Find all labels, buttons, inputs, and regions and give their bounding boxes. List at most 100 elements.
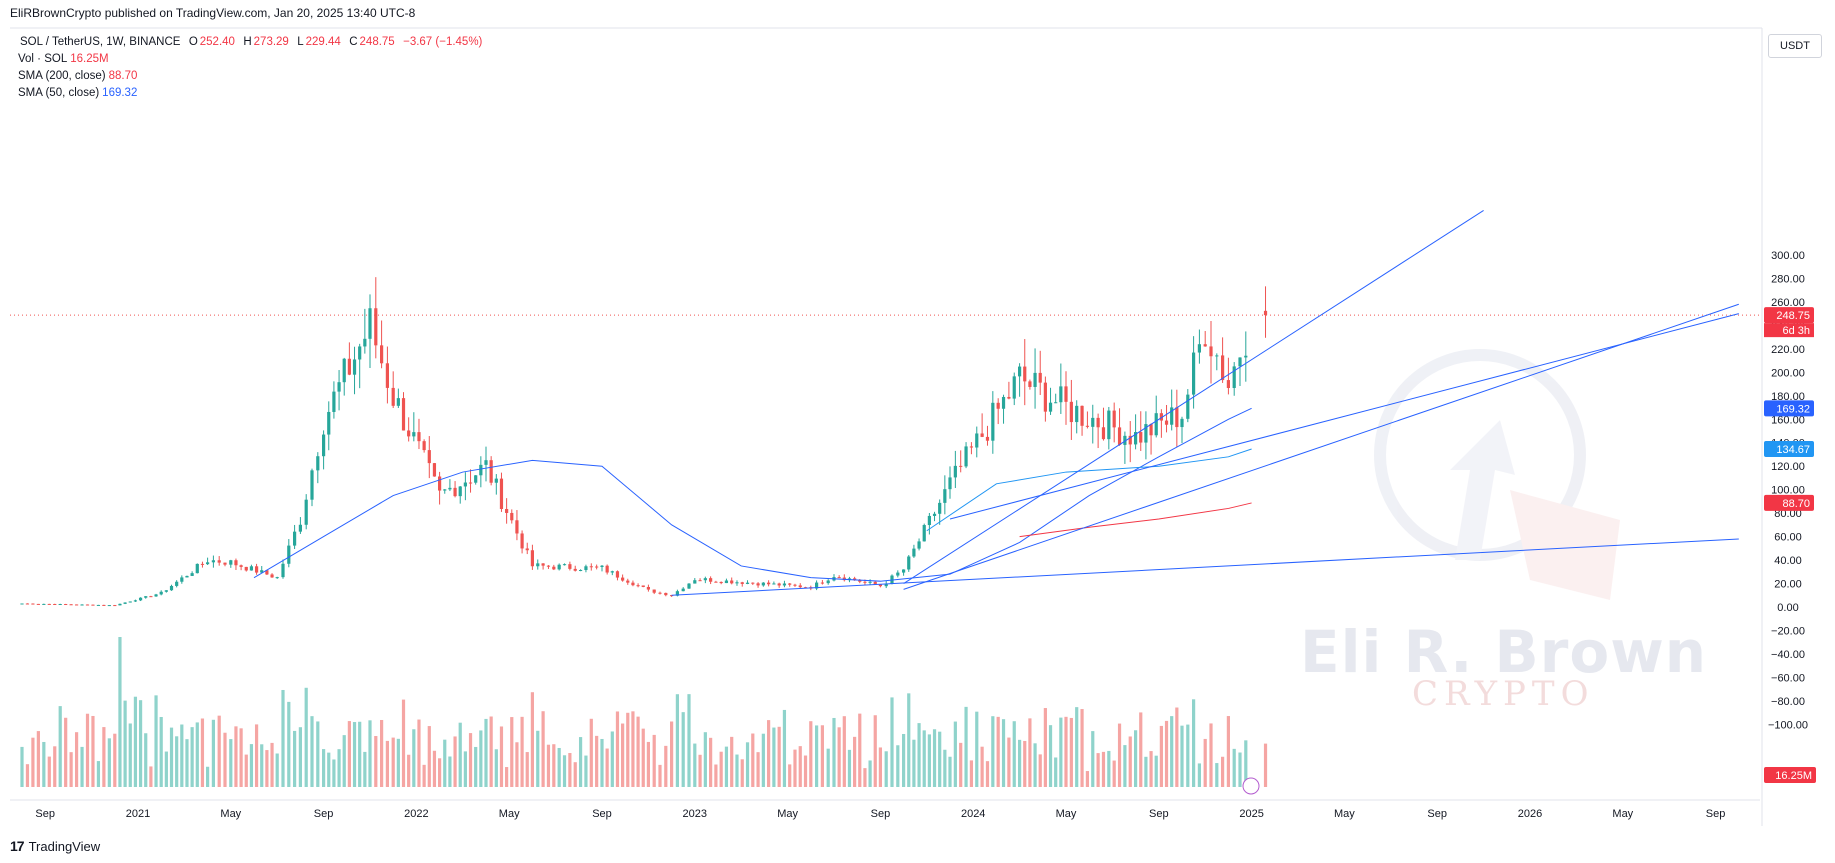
candle-body [709, 578, 713, 582]
candle-body [1028, 381, 1032, 387]
candle-body [557, 564, 561, 570]
candle-body [1144, 424, 1148, 443]
volume-bar [589, 718, 593, 787]
legend-sma50[interactable]: SMA (50, close) 169.32 [18, 87, 138, 99]
candle-body [347, 358, 351, 375]
volume-bar [175, 736, 179, 787]
volume-bar [991, 716, 995, 787]
candle-body [842, 577, 846, 581]
candle-body [1154, 413, 1158, 436]
volume-bar [275, 753, 279, 787]
price-tick-label: 180.00 [1771, 391, 1805, 403]
candle-body [1059, 386, 1063, 403]
candle-body [304, 499, 308, 525]
volume-bar [374, 736, 378, 787]
volume-bar [427, 726, 431, 787]
volume-bar [113, 733, 117, 787]
volume-bar [1048, 725, 1053, 787]
price-tag-label: 88.70 [1782, 498, 1810, 510]
candle-body [417, 432, 421, 442]
volume-bar [932, 729, 937, 787]
candle-body [200, 563, 205, 565]
volume-bar [102, 727, 106, 787]
volume-bar [938, 731, 942, 787]
volume-bar [917, 723, 921, 787]
candle-body [658, 592, 662, 594]
candle-body [144, 596, 148, 598]
volume-bar [552, 744, 556, 787]
volume-bar [322, 749, 326, 787]
price-tick-label: 60.00 [1774, 532, 1802, 544]
volume-bar [584, 755, 588, 787]
candle-body [687, 583, 691, 589]
tradingview-logo-icon: 17 [10, 838, 25, 854]
candle-body [1149, 424, 1153, 436]
candle-body [1215, 355, 1219, 357]
legend-symbol[interactable]: SOL / TetherUS, 1W, BINANCE [20, 36, 181, 48]
volume-bar [270, 742, 274, 787]
volume-bar [1159, 725, 1163, 787]
volume-bar [1128, 736, 1132, 787]
candle-body [368, 308, 372, 339]
candle-body [443, 489, 447, 491]
volume-bar [358, 721, 362, 787]
candle-body [1064, 386, 1068, 402]
candle-body [223, 562, 227, 565]
volume-bar [670, 721, 674, 787]
currency-selector[interactable]: USDT [1768, 34, 1822, 58]
candle-body [133, 600, 138, 602]
volume-bar [832, 717, 836, 787]
chart-legend: SOL / TetherUS, 1W, BINANCE O 252.40 H 273… [18, 34, 482, 102]
legend-sma200[interactable]: SMA (200, close) 88.70 [18, 70, 138, 82]
publish-info: EliRBrownCrypto published on TradingView… [10, 6, 416, 20]
volume-bar [1117, 723, 1122, 787]
candle-body [463, 482, 467, 487]
volume-bar [530, 692, 534, 787]
volume-bar [646, 741, 650, 787]
volume-bar [128, 723, 132, 787]
legend-volume[interactable]: Vol · SOL 16.25M [18, 53, 109, 65]
candle-body [782, 583, 787, 586]
volume-bar [494, 749, 498, 787]
candle-body [693, 580, 697, 584]
volume-bar [658, 764, 662, 787]
candle-body [1012, 376, 1016, 399]
candle-body [853, 578, 857, 581]
trendline [903, 303, 1739, 590]
candle-body [169, 585, 174, 591]
candle-body [664, 592, 668, 596]
watermark-name: Eli R. Brown [1300, 618, 1708, 686]
candle-body [332, 391, 336, 412]
legend-change: −3.67 (−1.45%) [403, 36, 483, 48]
candle-body [546, 565, 551, 567]
volume-bar [363, 751, 367, 787]
candle-body [959, 465, 963, 467]
volume-bar [595, 735, 599, 787]
volume-bar [772, 727, 776, 787]
candle-body [422, 441, 426, 451]
volume-bar [1203, 738, 1207, 787]
volume-bar [664, 745, 668, 787]
watermark-emblem-icon [1374, 349, 1620, 600]
candle-body [1192, 352, 1196, 395]
volume-bar [1134, 730, 1138, 787]
volume-bar [687, 694, 691, 787]
time-tick-label: 2026 [1518, 808, 1542, 820]
volume-bar [730, 736, 734, 787]
volume-bar [1075, 707, 1079, 787]
candle-body [703, 578, 707, 581]
volume-bar [1059, 717, 1063, 787]
volume-bar [948, 756, 952, 787]
candle-body [1164, 420, 1169, 425]
candle-body [751, 582, 755, 584]
volume-bar [1226, 716, 1230, 787]
candle-body [1117, 427, 1122, 445]
candle-body [917, 541, 921, 549]
trendline [671, 538, 1739, 596]
volume-bar [123, 700, 127, 787]
price-tick-label: 80.00 [1774, 508, 1802, 520]
price-tick-label: 280.00 [1771, 273, 1805, 285]
candle-body [322, 434, 326, 457]
volume-bar [1107, 750, 1111, 787]
